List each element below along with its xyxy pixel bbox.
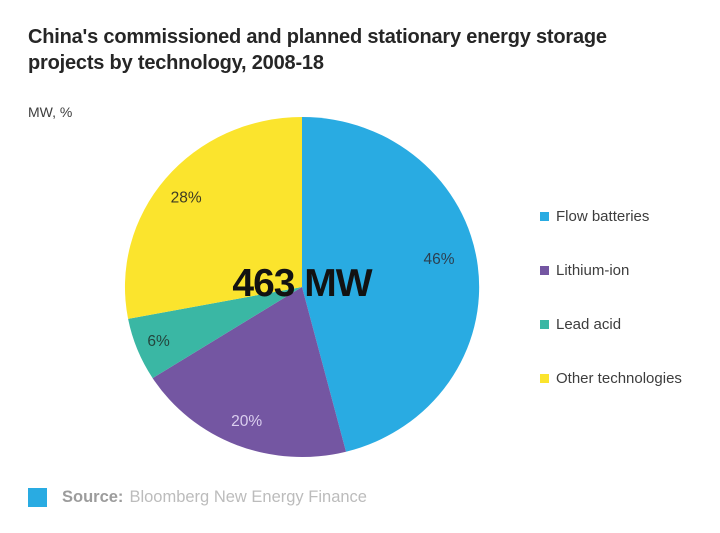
- legend-swatch-icon: [540, 266, 549, 275]
- pie-slice-pct-label: 28%: [171, 190, 202, 207]
- legend-item-label: Other technologies: [556, 370, 682, 387]
- legend-item-label: Lead acid: [556, 316, 622, 333]
- pie-slice-lead-acid: [128, 287, 302, 379]
- legend-swatch-icon: [540, 320, 549, 329]
- legend-item-lithium-ion: Lithium-ion: [540, 262, 682, 279]
- legend: Flow batteries Lithium-ion Lead acid Other …: [540, 208, 682, 387]
- pie-slice-other-technologies: [124, 117, 303, 319]
- legend-swatch-icon: [540, 212, 549, 221]
- pie-center-total: 463 MW: [232, 262, 372, 305]
- pie-slice-flow-batteries: [302, 116, 480, 452]
- pie-slice-pct-label: 46%: [423, 251, 454, 268]
- legend-item-other-technologies: Other technologies: [540, 370, 682, 387]
- pie-slice-pct-label: 20%: [231, 413, 262, 430]
- legend-item-flow-batteries: Flow batteries: [540, 208, 682, 225]
- source-row: Source: Bloomberg New Energy Finance: [28, 488, 367, 507]
- legend-item-label: Lithium-ion: [556, 262, 630, 279]
- brand-square-icon: [28, 488, 47, 507]
- source-text: Bloomberg New Energy Finance: [129, 488, 367, 506]
- unit-label: MW, %: [28, 104, 73, 120]
- pie-slice-pct-label: 6%: [147, 333, 170, 350]
- source-prefix: Source:: [62, 488, 124, 506]
- legend-item-lead-acid: Lead acid: [540, 316, 682, 333]
- pie-slice-lithium-ion: [152, 287, 346, 458]
- legend-swatch-icon: [540, 374, 549, 383]
- chart-title: China's commissioned and planned station…: [28, 26, 607, 75]
- legend-item-label: Flow batteries: [556, 208, 650, 225]
